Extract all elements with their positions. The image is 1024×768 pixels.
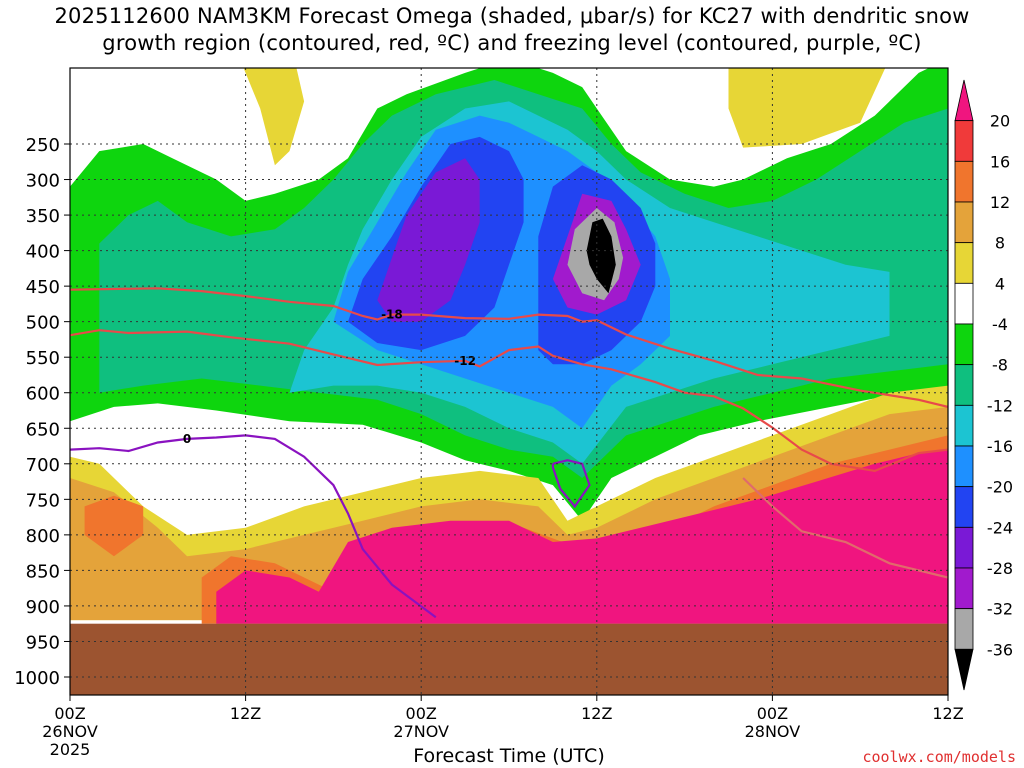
colorbar-label-13: -36 [987,640,1013,659]
x-tick-year-0: 2025 [50,740,91,759]
contour-dendritic-minus12-low [742,477,948,579]
colorbar-cell-7 [954,364,974,406]
colorbar-label-4: 4 [995,274,1005,293]
x-tick-label-36: 12Z [581,704,612,723]
y-tick-label-1000: 1000 [14,668,60,689]
y-tick-label-850: 850 [26,561,60,582]
omega-region-10 [243,68,305,166]
y-tick-label-800: 800 [26,526,60,547]
y-tick-label-600: 600 [26,384,60,405]
colorbar-label-11: -28 [987,559,1013,578]
omega-region-16 [216,449,948,624]
omega-region-14 [84,495,144,557]
y-tick-label-500: 500 [26,313,60,334]
y-axis: 250 300 350 400 450 500 550 600 650 700 750 800 850 9… [14,135,70,689]
omega-region-6 [377,158,480,322]
x-axis-label: Forecast Time (UTC) [413,745,604,767]
y-tick-label-550: 550 [26,348,60,369]
y-tick-label-700: 700 [26,455,60,476]
colorbar-cell-0 [954,79,974,122]
contour-label-freezing-level-0: 0 [183,432,191,446]
plot-frame [69,67,949,696]
ground-below-surface [70,623,948,695]
colorbar-cell-1 [954,120,974,162]
colorbar-label-10: -24 [987,518,1013,537]
x-tick-label-24: 00Z [406,704,437,723]
colorbar: 20 16 12 8 4 -4 -8 -12 -16 -20 -24 -28 -32 -36 [954,79,1013,691]
contour-freezing-level-closed [551,459,591,509]
colorbar-cell-13 [954,608,974,650]
colorbar-label-7: -12 [987,396,1013,415]
contour-dendritic-minus18 [70,287,948,408]
y-tick-label-900: 900 [26,597,60,618]
y-tick-label-950: 950 [26,632,60,653]
x-tick-date-24: 27NOV [393,722,449,741]
omega-region-11 [728,68,886,148]
colorbar-cell-4 [954,242,974,284]
y-tick-label-750: 750 [26,490,60,511]
colorbar-cell-10 [954,486,974,528]
y-tick-label-450: 450 [26,277,60,298]
colorbar-cell-5 [954,282,974,325]
colorbar-cell-14 [954,648,974,691]
contour-label-dendritic-minus18: -18 [381,308,403,322]
colorbar-cell-2 [954,160,974,203]
colorbar-label-5: -4 [992,315,1008,334]
colorbar-cell-8 [954,404,974,447]
colorbar-label-12: -32 [987,600,1013,619]
y-tick-label-350: 350 [26,206,60,227]
x-tick-label-12: 12Z [230,704,261,723]
x-tick-label-48: 00Z [757,704,788,723]
x-tick-date-0: 26NOV [42,722,98,741]
colorbar-label-0: 20 [990,112,1010,131]
x-tick-label-60: 12Z [932,704,963,723]
contour-freezing-level-0 [70,434,437,619]
credit-text: coolwx.com/models [862,748,1016,766]
temperature-contours: -18 -12 0 [70,287,948,619]
colorbar-label-3: 8 [995,234,1005,253]
omega-shading [70,68,948,624]
colorbar-label-9: -20 [987,478,1013,497]
chart-title-line1: 2025112600 NAM3KM Forecast Omega (shaded… [54,4,970,28]
colorbar-label-8: -16 [987,437,1013,456]
colorbar-cell-11 [954,526,974,569]
y-tick-label-300: 300 [26,171,60,192]
x-tick-label-0: 00Z [54,704,85,723]
colorbar-cell-9 [954,445,974,488]
colorbar-cell-3 [954,201,974,244]
x-tick-date-48: 28NOV [745,722,801,741]
colorbar-label-1: 16 [990,152,1010,171]
colorbar-cell-6 [954,323,974,366]
contour-dendritic-minus12 [70,329,948,473]
chart-title-line2: growth region (contoured, red, ºC) and f… [102,31,922,55]
colorbar-cell-12 [954,567,974,610]
y-tick-label-650: 650 [26,419,60,440]
colorbar-label-6: -8 [992,356,1008,375]
colorbar-label-2: 12 [990,193,1010,212]
y-tick-label-400: 400 [26,242,60,263]
contour-label-dendritic-minus12: -12 [454,354,476,368]
omega-region-9 [586,218,616,294]
y-tick-label-250: 250 [26,135,60,156]
